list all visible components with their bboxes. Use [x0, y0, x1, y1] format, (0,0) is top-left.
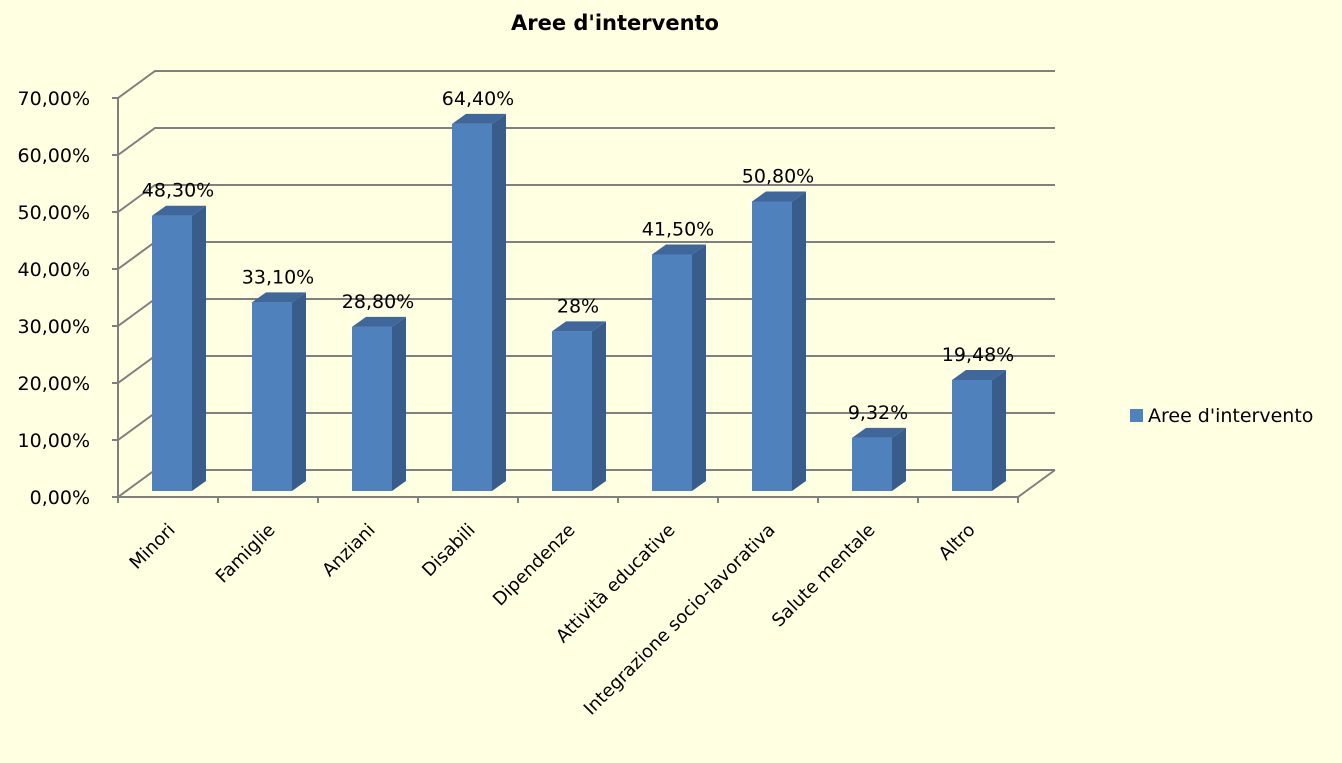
bar-front [452, 123, 492, 492]
bar-top [552, 321, 606, 332]
bar-front [552, 331, 592, 491]
bar-side [392, 316, 406, 491]
bar-side [192, 205, 206, 491]
y-tick-label: 0,00% [30, 487, 90, 509]
bar-front [752, 201, 792, 491]
data-labels: 48,30% 33,10% 28,80% 64,40% 28% 41,50% 50,80% 9… [142, 88, 1014, 424]
data-label: 19,48% [942, 344, 1014, 366]
gridline [117, 127, 1055, 156]
x-tick-label: Famiglie [212, 520, 280, 588]
x-tick-label: Integrazione socio-lavorativa [580, 520, 780, 720]
bar-1 [152, 205, 206, 491]
bar-7 [752, 191, 806, 491]
x-tick-label: Disabili [418, 520, 479, 581]
gridline [117, 70, 1055, 99]
bar-6 [652, 244, 706, 491]
data-label: 64,40% [442, 88, 514, 110]
bar-front [852, 437, 892, 491]
chart-title: Aree d'intervento [511, 11, 719, 35]
gridline [117, 241, 1055, 270]
data-label: 48,30% [142, 180, 214, 202]
data-label: 50,80% [742, 165, 814, 187]
x-tick-label: Anziani [318, 520, 379, 581]
bar-side [792, 191, 806, 491]
bar-front [952, 379, 992, 491]
bar-top [252, 292, 306, 303]
legend-label: Aree d'intervento [1148, 405, 1313, 427]
bar-side [892, 427, 906, 491]
x-tick-label: Salute mentale [768, 520, 880, 632]
y-tick-label: 20,00% [18, 373, 90, 395]
bars [152, 113, 1006, 492]
bar-top [752, 191, 806, 202]
bar-top [352, 316, 406, 327]
y-tick-label: 30,00% [18, 316, 90, 338]
bar-top [452, 113, 506, 124]
bar-side [692, 244, 706, 491]
bar-front [652, 254, 692, 491]
legend: Aree d'intervento [1130, 405, 1313, 427]
bar-front [352, 326, 392, 491]
bar-2 [252, 292, 306, 491]
legend-swatch [1130, 409, 1143, 422]
bar-top [852, 427, 906, 438]
data-label: 33,10% [242, 266, 314, 288]
y-tick-labels: 0,00% 10,00% 20,00% 30,00% 40,00% 50,00% 60,00… [18, 88, 90, 509]
x-tick-label: Altro [935, 520, 980, 565]
bar-8 [852, 427, 906, 491]
bar-side [992, 369, 1006, 491]
y-tick-label: 10,00% [18, 430, 90, 452]
y-tick-label: 40,00% [18, 259, 90, 281]
bar-side [292, 292, 306, 491]
x-tick-label: Minori [126, 520, 180, 574]
data-label: 28,80% [342, 291, 414, 313]
y-tick-label: 50,00% [18, 202, 90, 224]
bar-front [152, 215, 192, 491]
y-tick-label: 60,00% [18, 145, 90, 167]
x-tick-label: Dipendenze [489, 520, 580, 611]
bar-top [652, 244, 706, 255]
bar-9 [952, 369, 1006, 491]
bar-top [952, 369, 1006, 380]
axis-layer [112, 97, 1056, 503]
bar-3 [352, 316, 406, 491]
bar-5 [552, 321, 606, 491]
bar-side [592, 321, 606, 491]
data-label: 9,32% [848, 402, 908, 424]
gridline [117, 184, 1055, 213]
bar-front [252, 302, 292, 491]
y-tick-label: 70,00% [18, 88, 90, 110]
bar-side [492, 113, 506, 492]
data-label: 41,50% [642, 218, 714, 240]
data-label: 28% [557, 295, 599, 317]
bar-4 [452, 113, 506, 492]
bar-top [152, 205, 206, 216]
x-tick-labels: Minori Famiglie Anziani Disabili Dipendenze A… [126, 520, 980, 720]
